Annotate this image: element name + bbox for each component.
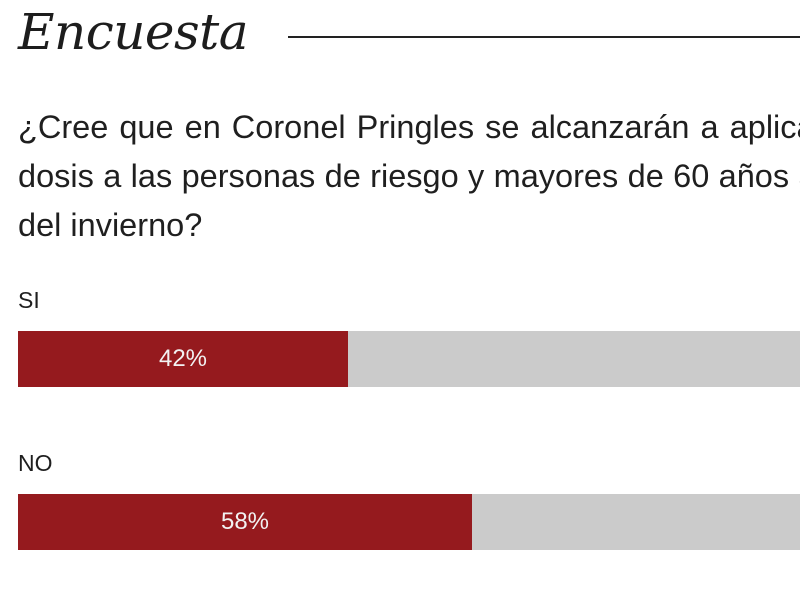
result-bar-track: 58% xyxy=(18,494,800,550)
poll-option-no[interactable]: NO 58% xyxy=(18,449,800,550)
poll-option-si[interactable]: SI 42% xyxy=(18,286,800,387)
result-percentage: 58% xyxy=(220,508,270,535)
poll-header: Encuesta xyxy=(18,0,800,66)
title-divider xyxy=(288,36,800,38)
result-bar-fill: 58% xyxy=(18,494,472,550)
poll-question: ¿Cree que en Coronel Pringles se alcanza… xyxy=(18,109,800,243)
poll-title: Encuesta xyxy=(18,3,249,61)
result-bar-track: 42% xyxy=(18,331,800,387)
result-bar-fill: 42% xyxy=(18,331,348,387)
option-label: SI xyxy=(18,287,40,313)
option-label: NO xyxy=(18,450,53,476)
result-percentage: 42% xyxy=(158,345,208,372)
